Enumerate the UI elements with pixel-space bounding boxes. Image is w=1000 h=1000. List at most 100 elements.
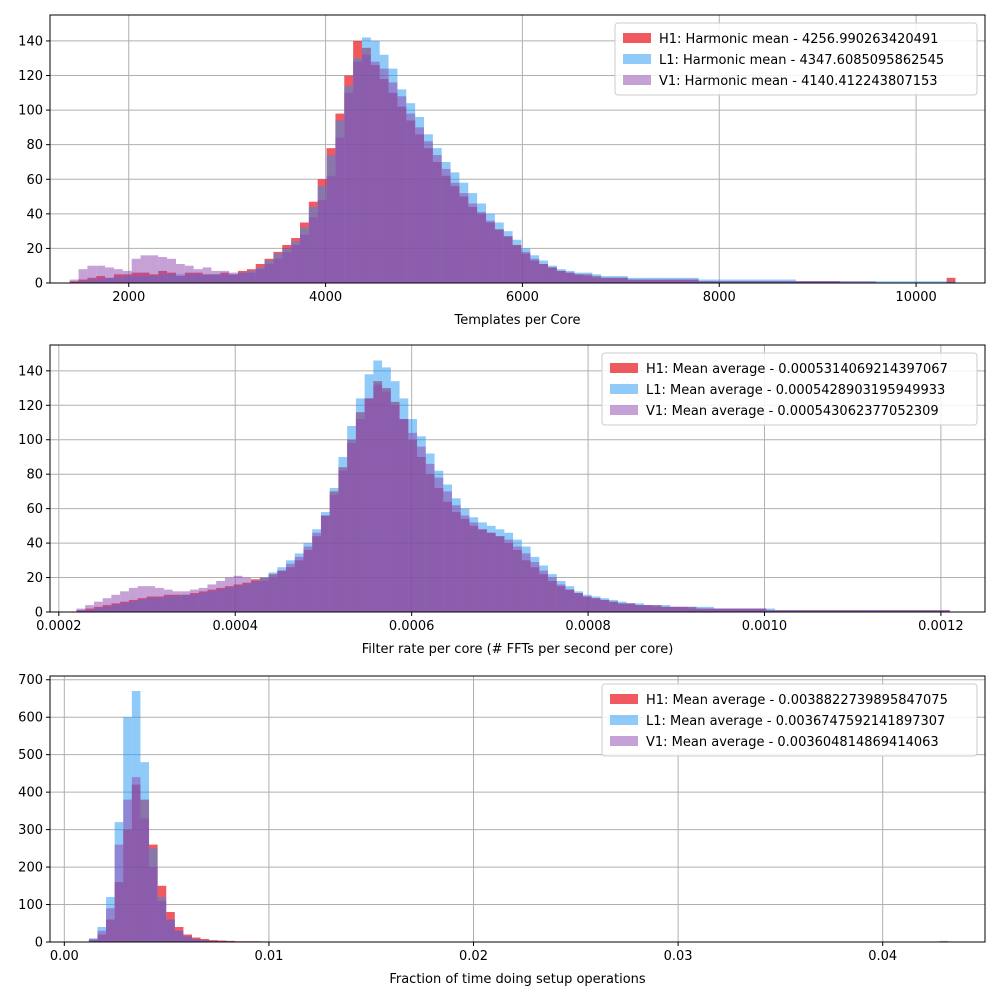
histogram-bar bbox=[338, 470, 348, 612]
histogram-bar bbox=[202, 267, 212, 283]
histogram-bar bbox=[512, 244, 522, 283]
histogram-bar bbox=[406, 113, 416, 283]
histogram-bar bbox=[689, 279, 699, 283]
histogram-bar bbox=[698, 281, 708, 283]
histogram-bar bbox=[495, 536, 505, 612]
grid-lines bbox=[50, 15, 985, 284]
histogram-bar bbox=[183, 936, 192, 942]
histogram-bar bbox=[105, 267, 114, 283]
x-tick-label: 0.02 bbox=[459, 949, 488, 964]
histogram-bar bbox=[137, 586, 147, 612]
y-tick-label: 140 bbox=[18, 34, 43, 49]
legend-swatch bbox=[610, 384, 638, 394]
histogram-bar bbox=[355, 419, 365, 612]
histogram-bar bbox=[792, 610, 802, 612]
histogram-bar bbox=[923, 610, 933, 612]
histogram-bar bbox=[635, 605, 645, 612]
histogram-bar bbox=[417, 446, 426, 612]
x-tick-label: 0.0012 bbox=[918, 619, 964, 634]
histogram-bar bbox=[478, 529, 487, 612]
y-tick-label: 100 bbox=[18, 433, 43, 448]
histogram-bar bbox=[237, 272, 247, 283]
legend-entry: L1: Mean average - 0.0005428903195949933 bbox=[646, 383, 945, 398]
histogram-bar bbox=[326, 175, 336, 283]
histogram-bar bbox=[379, 68, 389, 283]
legend: H1: Mean average - 0.0038822739895847075… bbox=[601, 683, 978, 757]
y-tick-label: 20 bbox=[26, 571, 43, 586]
legend-swatch bbox=[610, 715, 638, 725]
histogram-bar bbox=[120, 591, 129, 612]
histogram-bar bbox=[687, 608, 697, 612]
histogram-bar bbox=[397, 96, 407, 283]
histogram-bar bbox=[207, 584, 217, 612]
histogram-bar bbox=[893, 281, 903, 283]
histogram-bar bbox=[69, 279, 79, 283]
histogram-bar bbox=[766, 610, 776, 612]
histogram-bar bbox=[106, 908, 115, 942]
x-tick-label: 0.0002 bbox=[36, 619, 82, 634]
y-tick-label: 40 bbox=[26, 537, 43, 552]
histogram-bar bbox=[468, 203, 478, 283]
histogram-bar bbox=[113, 269, 123, 283]
histogram-bar bbox=[600, 599, 610, 612]
histogram-bar bbox=[93, 601, 103, 612]
y-tick-label: 140 bbox=[18, 364, 43, 379]
histogram-bar bbox=[450, 182, 460, 283]
y-tick-label: 120 bbox=[18, 69, 43, 84]
histogram-bar bbox=[364, 398, 374, 612]
histogram-bar bbox=[242, 577, 252, 612]
histogram-bar bbox=[268, 577, 278, 612]
histogram-bar bbox=[157, 900, 167, 942]
histogram-bar bbox=[432, 155, 442, 283]
histogram-bar bbox=[149, 255, 159, 283]
y-tick-label: 60 bbox=[26, 502, 43, 517]
histogram-bar bbox=[556, 270, 566, 283]
histogram-bar bbox=[928, 281, 938, 283]
histogram-bar bbox=[670, 606, 680, 612]
histogram-bar bbox=[672, 279, 681, 283]
legend-entry: V1: Harmonic mean - 4140.412243807153 bbox=[659, 74, 938, 89]
legend-entry: H1: Mean average - 0.0038822739895847075 bbox=[646, 693, 948, 708]
histogram-bar bbox=[128, 587, 138, 612]
histogram-bar bbox=[644, 605, 653, 612]
histogram-bar bbox=[801, 610, 810, 612]
histogram-bar bbox=[521, 251, 531, 283]
histogram-bar bbox=[787, 281, 797, 283]
x-axis-label: Filter rate per core (# FFTs per second … bbox=[362, 642, 674, 657]
histogram-bar bbox=[548, 267, 557, 283]
histogram-bar bbox=[610, 277, 619, 283]
histogram-bar bbox=[146, 586, 156, 612]
histogram-bar bbox=[85, 605, 94, 612]
x-tick-label: 0.0004 bbox=[212, 619, 258, 634]
histogram-bar bbox=[530, 562, 540, 612]
histogram-bar bbox=[172, 591, 182, 612]
x-tick-label: 0.00 bbox=[50, 949, 79, 964]
histogram-bar bbox=[871, 610, 880, 612]
histogram-bar bbox=[539, 263, 549, 283]
histogram-bar bbox=[434, 477, 444, 612]
histogram-bar bbox=[866, 281, 876, 283]
histogram-bar bbox=[198, 587, 208, 612]
x-tick-label: 0.03 bbox=[664, 949, 693, 964]
histogram-bar bbox=[193, 269, 203, 283]
histogram-bar bbox=[175, 263, 185, 283]
histogram-bar bbox=[583, 276, 593, 283]
histogram-bar bbox=[189, 589, 199, 612]
legend-swatch bbox=[610, 405, 638, 415]
histogram-bar bbox=[477, 212, 487, 283]
histogram-bar bbox=[751, 281, 761, 283]
histogram-bar bbox=[370, 61, 380, 284]
histogram-bar bbox=[932, 610, 941, 612]
x-tick-label: 0.0008 bbox=[565, 619, 611, 634]
histogram-bar bbox=[329, 494, 339, 612]
y-tick-label: 40 bbox=[26, 207, 43, 222]
y-tick-label: 300 bbox=[18, 823, 43, 838]
histogram-bar bbox=[78, 269, 88, 283]
histogram-bar bbox=[486, 532, 496, 612]
histogram-bar bbox=[813, 281, 823, 283]
histogram-panel-setup-fraction: 0.00 0.01 0.02 0.03 0.04 0 100 200 300 400 500 600 7… bbox=[18, 673, 986, 987]
histogram-bar bbox=[940, 610, 950, 612]
x-tick-label: 6000 bbox=[506, 290, 539, 305]
histogram-bar bbox=[582, 596, 592, 612]
histogram-bar bbox=[220, 270, 230, 283]
